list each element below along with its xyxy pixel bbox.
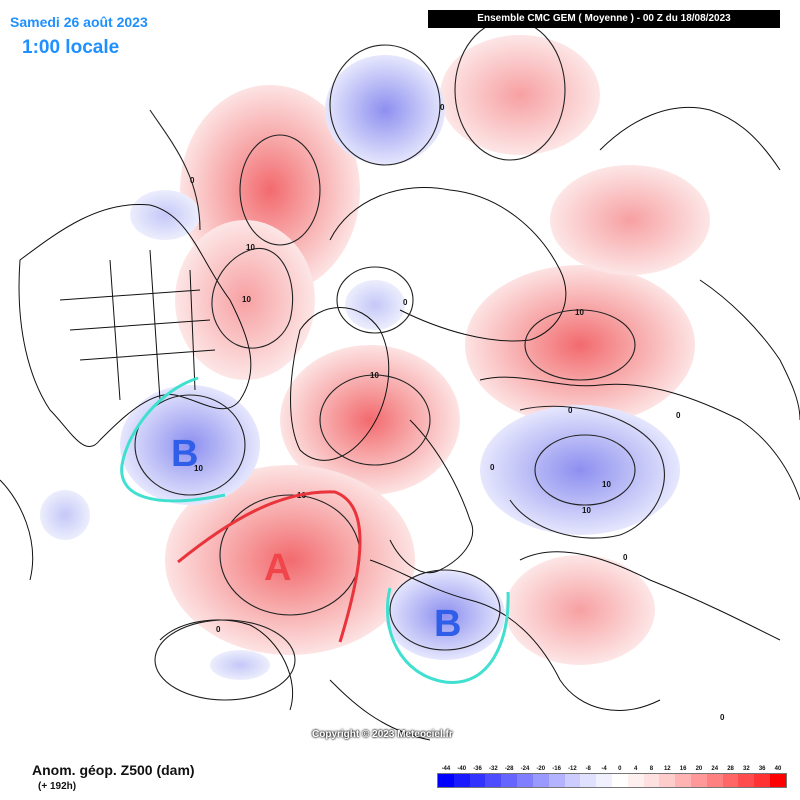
contour-lines [134, 19, 665, 701]
legend-tick-label: -20 [536, 766, 546, 772]
contour-label: 0 [440, 103, 445, 112]
legend-tick-label: -24 [520, 766, 530, 772]
local-time: 1:00 locale [22, 37, 120, 58]
color-scale-legend: -44 -40 -36 -32 -28 -24 -20 -16 -12 -8 -4 0 4 8 12 16 20… [437, 766, 787, 788]
contour-label: 0 [403, 298, 408, 307]
legend-swatch [675, 774, 691, 787]
contour-label: 0 [676, 411, 681, 420]
high-anomaly-marker: A [264, 547, 291, 589]
legend-swatch [438, 774, 454, 787]
legend-swatch [501, 774, 518, 787]
coastlines [0, 106, 800, 741]
ridge-line [177, 490, 362, 643]
legend-swatch [453, 774, 470, 787]
legend-tick-label: -44 [441, 766, 451, 772]
trough-line-west [120, 376, 226, 503]
low-anomaly-marker-west: B [171, 433, 198, 475]
low-anomaly-marker-europe: B [434, 603, 461, 645]
legend-swatch [722, 774, 739, 787]
legend-swatch [754, 774, 771, 787]
copyright-notice: Copyright © 2023 Meteociel.fr [312, 729, 453, 740]
legend-swatch [706, 774, 723, 787]
contour-label: 10 [582, 506, 591, 515]
legend-tick-label: 20 [695, 766, 703, 772]
contour-label: 0 [216, 625, 221, 634]
contour-label: 0 [568, 406, 573, 415]
legend-swatch [596, 774, 612, 787]
legend-tick-label: 40 [774, 766, 782, 772]
legend-tick-label: -40 [457, 766, 467, 772]
legend-tick-label: 36 [758, 766, 766, 772]
legend-ticks: -44 -40 -36 -32 -28 -24 -20 -16 -12 -8 -4 0 4 8 12 16 20… [438, 766, 786, 772]
legend-swatch [738, 774, 755, 787]
legend-tick-label: -36 [473, 766, 482, 772]
contour-label: 0 [190, 176, 195, 185]
legend-swatch [548, 774, 565, 787]
legend-tick-label: -8 [585, 766, 591, 772]
legend-tick-label: -16 [552, 766, 561, 772]
legend-swatch [580, 774, 597, 787]
legend-tick-label: 32 [743, 766, 750, 772]
legend-tick-label: 28 [727, 766, 734, 772]
contour-label: 0 [720, 713, 725, 722]
legend-swatch [485, 774, 502, 787]
legend-tick-label: -12 [568, 766, 577, 772]
legend-swatch [517, 774, 533, 787]
contour-labels: 0 0 0 0 0 0 0 0 0 10 10 10 10 10 10 10 1… [190, 103, 725, 722]
legend-color-bar [437, 773, 787, 788]
contour-label: 0 [623, 553, 628, 562]
legend-tick-label: 12 [663, 766, 671, 772]
field-label: Anom. géop. Z500 (dam) [32, 762, 195, 778]
contour-label: 10 [602, 480, 611, 489]
legend-swatch [643, 774, 660, 787]
legend-swatch [469, 774, 486, 787]
contour-label: 10 [242, 295, 251, 304]
lead-time-label: (+ 192h) [38, 781, 77, 792]
legend-tick-label: -4 [601, 766, 607, 772]
legend-swatch [770, 774, 786, 787]
trough-line-europe [385, 587, 510, 684]
contour-label: 10 [370, 371, 379, 380]
negative-anomaly-areas [40, 55, 680, 680]
legend-swatch [611, 774, 628, 787]
contour-label: 0 [490, 463, 495, 472]
legend-swatch [691, 774, 707, 787]
legend-swatch [659, 774, 676, 787]
legend-tick-label: 16 [679, 766, 687, 772]
legend-tick-label: 24 [711, 766, 719, 772]
contour-label: 10 [246, 243, 255, 252]
contour-label: 10 [194, 464, 203, 473]
legend-swatch [564, 774, 581, 787]
legend-tick-label: 8 [649, 766, 654, 772]
legend-tick-label: -32 [489, 766, 498, 772]
legend-tick-label: 4 [633, 766, 638, 772]
positive-anomaly-areas [165, 35, 710, 665]
legend-swatch [627, 774, 644, 787]
forecast-date: Samedi 26 août 2023 [10, 14, 148, 30]
contour-label: 10 [575, 308, 584, 317]
legend-tick-label: -28 [504, 766, 514, 772]
legend-swatch [532, 774, 549, 787]
model-run-banner: Ensemble CMC GEM ( Moyenne ) - 00 Z du 1… [428, 10, 780, 28]
legend-tick-label: 0 [618, 766, 622, 772]
